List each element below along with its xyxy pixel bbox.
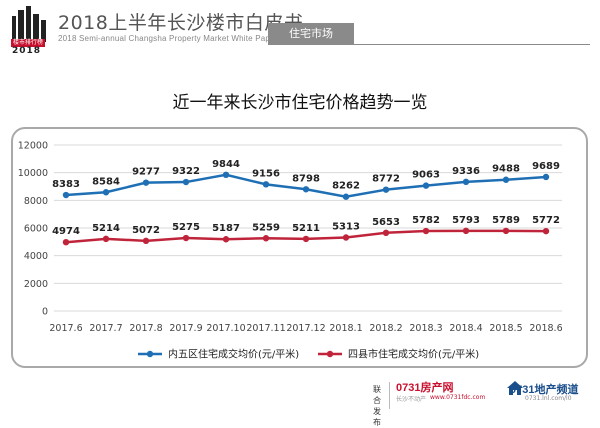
data-label: 8383 [52, 179, 80, 190]
data-label: 8772 [372, 174, 400, 185]
data-point [502, 227, 510, 235]
brand-0731fdc-url: www.0731fdc.com [430, 394, 486, 401]
y-tick-label: 12000 [18, 141, 48, 152]
data-point [182, 234, 190, 242]
logo-year: 2018 [12, 46, 42, 56]
data-point [102, 235, 110, 243]
data-point [382, 186, 390, 193]
x-tick-label: 2017.8 [129, 323, 162, 334]
data-label: 9277 [132, 167, 160, 178]
x-tick-label: 2018.6 [529, 323, 562, 334]
data-point [302, 235, 310, 243]
data-label: 5211 [292, 223, 320, 234]
logo-tag: 楼市排行榜 [11, 39, 46, 47]
header-subtitle: 2018 Semi-annual Changsha Property Marke… [58, 34, 278, 43]
data-label: 5789 [492, 215, 520, 226]
y-tick-label: 4000 [24, 251, 48, 262]
data-label: 9063 [412, 170, 440, 181]
data-label: 9322 [172, 166, 200, 177]
x-tick-label: 2018.5 [489, 323, 522, 334]
data-point [342, 193, 350, 200]
joint-publish-label: 联合发布 [373, 385, 381, 427]
line-chart: 0 2000 4000 6000 8000 10000 12000 2017.6 2017.7 2… [18, 141, 563, 361]
header-rule [268, 44, 590, 45]
x-tick-label: 2017.12 [286, 323, 325, 334]
data-point [222, 236, 230, 243]
data-label: 8798 [292, 173, 320, 184]
x-tick-label: 2018.2 [369, 323, 402, 334]
data-label: 8584 [92, 176, 120, 187]
data-label: 5653 [372, 217, 400, 228]
data-point [382, 229, 390, 237]
legend-label: 内五区住宅成交均价(元/平米) [168, 348, 299, 361]
data-label: 5275 [172, 222, 200, 233]
data-point [222, 171, 230, 179]
data-point [502, 176, 510, 183]
data-label: 8262 [332, 181, 360, 192]
chart-frame [11, 127, 588, 368]
data-point [542, 173, 550, 181]
brand-0731-channel: 0731地产频道 [510, 384, 579, 396]
x-tick-label: 2018.3 [409, 323, 442, 334]
brand-0731-channel-sub: 0731.lnl.com/l0 [525, 395, 572, 402]
data-label: 5313 [332, 222, 360, 233]
page-header: 楼市排行榜 2018 2018上半年长沙楼市白皮书 2018 Semi-annu… [0, 0, 600, 64]
data-label: 4974 [52, 226, 80, 237]
data-label: 9336 [452, 166, 480, 177]
data-label: 9488 [492, 164, 520, 175]
y-tick-label: 6000 [24, 224, 48, 235]
brand-0731fdc-sub: 长沙不动产 [396, 396, 427, 403]
data-label: 9844 [212, 159, 240, 170]
data-label: 5259 [252, 222, 280, 233]
x-tick-label: 2018.1 [329, 323, 362, 334]
x-tick-label: 2018.4 [449, 323, 482, 334]
data-label: 5214 [92, 223, 120, 234]
chart-title: 近一年来长沙市住宅价格趋势一览 [172, 93, 428, 113]
footer-divider [389, 382, 390, 409]
data-label: 5187 [212, 223, 240, 234]
data-point [422, 182, 430, 189]
data-point [262, 235, 270, 242]
data-label: 9156 [252, 168, 280, 179]
data-point [542, 227, 550, 235]
section-badge: 住宅市场 [268, 23, 354, 44]
legend-label: 四县市住宅成交均价(元/平米) [348, 348, 479, 361]
data-point [462, 178, 470, 186]
data-point [342, 234, 350, 241]
data-point [142, 237, 150, 245]
data-label: 9689 [532, 161, 560, 172]
y-tick-label: 0 [42, 307, 48, 318]
y-tick-label: 2000 [24, 279, 48, 290]
data-label: 5072 [132, 225, 160, 236]
building-logo-icon [12, 6, 46, 42]
data-point [142, 179, 150, 186]
data-point [262, 181, 270, 188]
y-tick-label: 10000 [18, 168, 48, 179]
x-tick-label: 2017.10 [206, 323, 245, 334]
brand-0731fdc: 0731房产网 [396, 382, 454, 394]
x-tick-label: 2017.7 [89, 323, 122, 334]
data-label: 5793 [452, 215, 480, 226]
data-point [302, 186, 310, 193]
page-footer: 联合发布 0731房产网 长沙不动产 www.0731fdc.com 0731地… [0, 370, 600, 427]
x-tick-label: 2017.11 [246, 323, 285, 334]
y-tick-label: 8000 [24, 196, 48, 207]
house-icon [507, 381, 523, 395]
data-point [182, 178, 190, 186]
x-tick-label: 2017.6 [49, 323, 82, 334]
data-point [62, 191, 70, 199]
x-tick-label: 2017.9 [169, 323, 202, 334]
data-label: 5772 [532, 215, 560, 226]
data-label: 5782 [412, 215, 440, 226]
legend-marker [326, 350, 334, 358]
data-point [62, 238, 70, 246]
data-point [462, 227, 470, 235]
data-point [102, 189, 110, 196]
header-title: 2018上半年长沙楼市白皮书 [58, 12, 304, 34]
legend-marker [146, 350, 154, 358]
data-point [422, 227, 430, 235]
